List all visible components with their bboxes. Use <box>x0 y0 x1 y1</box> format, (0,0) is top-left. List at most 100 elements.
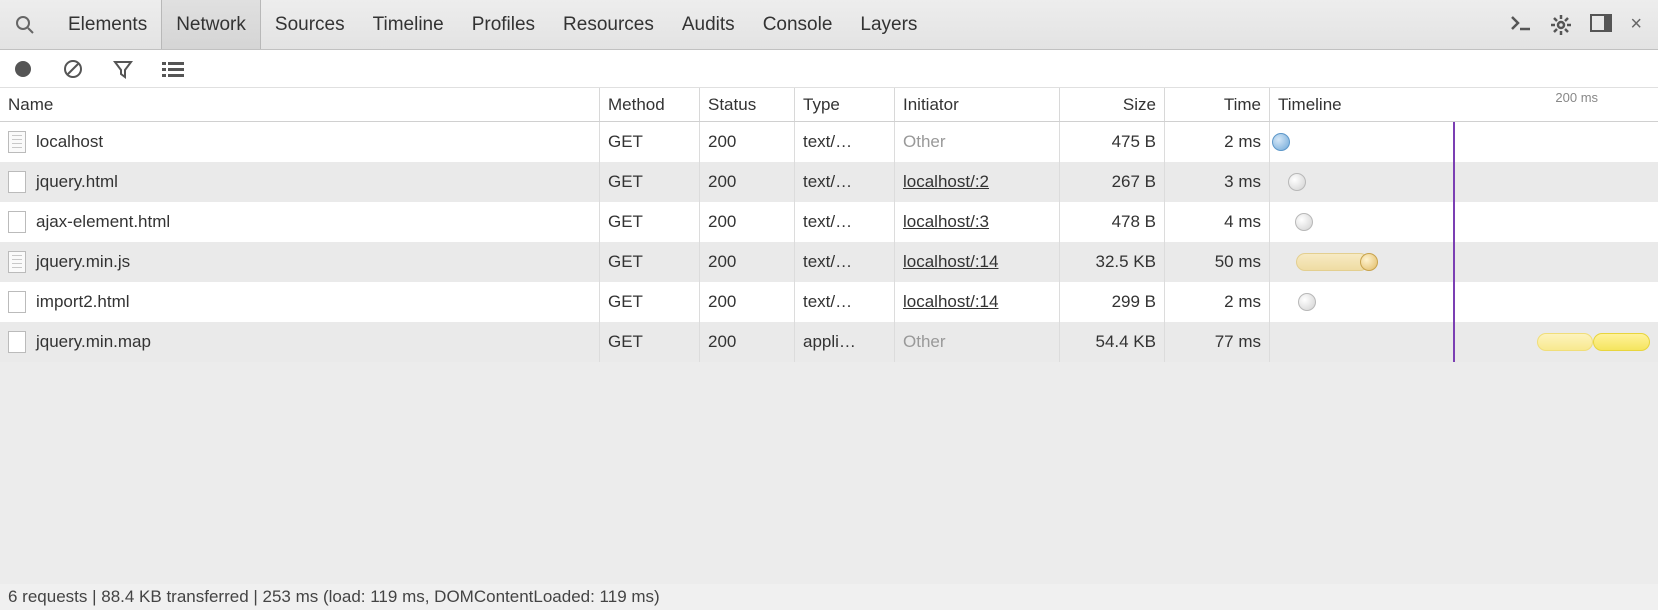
cell-status: 200 <box>700 162 795 202</box>
record-icon[interactable] <box>12 58 34 80</box>
cell-time: 3 ms <box>1165 162 1270 202</box>
col-header-status[interactable]: Status <box>700 88 795 121</box>
dock-side-icon[interactable] <box>1590 14 1612 36</box>
cell-name: jquery.min.js <box>0 242 600 282</box>
cell-method: GET <box>600 162 700 202</box>
file-icon <box>8 211 26 233</box>
statusbar: 6 requests | 88.4 KB transferred | 253 m… <box>0 584 1658 610</box>
cell-size: 32.5 KB <box>1060 242 1165 282</box>
timeline-bar <box>1296 253 1370 271</box>
filter-icon[interactable] <box>112 58 134 80</box>
view-list-icon[interactable] <box>162 58 184 80</box>
file-icon <box>8 331 26 353</box>
cell-method: GET <box>600 202 700 242</box>
cell-initiator: localhost/:14 <box>895 282 1060 322</box>
tab-profiles[interactable]: Profiles <box>458 0 549 49</box>
settings-gear-icon[interactable] <box>1550 14 1572 36</box>
timeline-pill <box>1288 173 1306 191</box>
cell-initiator: Other <box>895 122 1060 162</box>
cell-status: 200 <box>700 122 795 162</box>
timeline-pill <box>1360 253 1378 271</box>
col-header-time[interactable]: Time <box>1165 88 1270 121</box>
cell-name: ajax-element.html <box>0 202 600 242</box>
col-header-initiator[interactable]: Initiator <box>895 88 1060 121</box>
cell-type: text/… <box>795 242 895 282</box>
cell-time: 2 ms <box>1165 282 1270 322</box>
timeline-bar <box>1593 333 1650 351</box>
cell-name: localhost <box>0 122 600 162</box>
cell-time: 50 ms <box>1165 242 1270 282</box>
cell-method: GET <box>600 122 700 162</box>
tab-layers[interactable]: Layers <box>846 0 931 49</box>
file-name: ajax-element.html <box>36 212 170 232</box>
cell-timeline <box>1270 202 1658 242</box>
cell-status: 200 <box>700 322 795 362</box>
initiator-link[interactable]: localhost/:2 <box>903 172 989 192</box>
timeline-pill <box>1295 213 1313 231</box>
file-name: jquery.html <box>36 172 118 192</box>
table-row[interactable]: ajax-element.html GET200text/… localhost/:… <box>0 202 1658 242</box>
close-icon[interactable]: × <box>1630 13 1642 36</box>
tab-sources[interactable]: Sources <box>261 0 359 49</box>
console-drawer-icon[interactable] <box>1510 14 1532 36</box>
clear-icon[interactable] <box>62 58 84 80</box>
grid-header: Name Method Status Type Initiator Size T… <box>0 88 1658 122</box>
table-row[interactable]: jquery.htmlGET200text/…localhost/:2267 B… <box>0 162 1658 202</box>
tab-elements[interactable]: Elements <box>54 0 161 49</box>
file-icon <box>8 131 26 153</box>
cell-status: 200 <box>700 202 795 242</box>
col-header-method[interactable]: Method <box>600 88 700 121</box>
table-row[interactable]: jquery.min.mapGET200appli…Other54.4 KB77… <box>0 322 1658 362</box>
cell-size: 54.4 KB <box>1060 322 1165 362</box>
table-row[interactable]: import2.htmlGET200text/…localhost/:14299… <box>0 282 1658 322</box>
tab-network[interactable]: Network <box>161 0 261 49</box>
cell-time: 4 ms <box>1165 202 1270 242</box>
initiator-link[interactable]: localhost/:14 <box>903 252 998 272</box>
timeline-marker <box>1453 122 1455 162</box>
timeline-marker <box>1453 242 1455 282</box>
timeline-marker <box>1453 162 1455 202</box>
cell-time: 77 ms <box>1165 322 1270 362</box>
col-header-size[interactable]: Size <box>1060 88 1165 121</box>
file-icon <box>8 291 26 313</box>
table-row[interactable]: localhostGET200text/…Other475 B2 ms <box>0 122 1658 162</box>
tab-resources[interactable]: Resources <box>549 0 668 49</box>
cell-size: 478 B <box>1060 202 1165 242</box>
timeline-marker <box>1453 202 1455 242</box>
search-icon[interactable] <box>14 14 36 36</box>
cell-method: GET <box>600 242 700 282</box>
cell-status: 200 <box>700 282 795 322</box>
cell-timeline <box>1270 282 1658 322</box>
cell-initiator: localhost/:2 <box>895 162 1060 202</box>
col-header-timeline[interactable]: Timeline 200 ms <box>1270 88 1658 121</box>
tabs-container: ElementsNetworkSourcesTimelineProfilesRe… <box>54 0 931 49</box>
cell-status: 200 <box>700 242 795 282</box>
cell-timeline <box>1270 122 1658 162</box>
col-header-type[interactable]: Type <box>795 88 895 121</box>
cell-type: text/… <box>795 202 895 242</box>
timeline-marker <box>1453 322 1455 362</box>
grid-body: localhostGET200text/…Other475 B2 msjquer… <box>0 122 1658 584</box>
devtools-tabbar: ElementsNetworkSourcesTimelineProfilesRe… <box>0 0 1658 50</box>
file-name: localhost <box>36 132 103 152</box>
table-row[interactable]: jquery.min.jsGET200text/… localhost/:14 32… <box>0 242 1658 282</box>
tab-timeline[interactable]: Timeline <box>359 0 458 49</box>
col-header-name[interactable]: Name <box>0 88 600 121</box>
tab-audits[interactable]: Audits <box>668 0 749 49</box>
file-name: import2.html <box>36 292 130 312</box>
timeline-pill <box>1272 133 1290 151</box>
cell-type: text/… <box>795 122 895 162</box>
tab-console[interactable]: Console <box>749 0 847 49</box>
timeline-bar <box>1537 333 1593 351</box>
cell-time: 2 ms <box>1165 122 1270 162</box>
cell-initiator: localhost/:14 <box>895 242 1060 282</box>
timeline-marker <box>1453 282 1455 322</box>
initiator-link[interactable]: localhost/:3 <box>903 212 989 232</box>
tabbar-right-icons: × <box>1510 13 1650 36</box>
cell-timeline <box>1270 242 1658 282</box>
cell-size: 267 B <box>1060 162 1165 202</box>
file-icon <box>8 251 26 273</box>
cell-method: GET <box>600 322 700 362</box>
cell-timeline <box>1270 162 1658 202</box>
initiator-link[interactable]: localhost/:14 <box>903 292 998 312</box>
